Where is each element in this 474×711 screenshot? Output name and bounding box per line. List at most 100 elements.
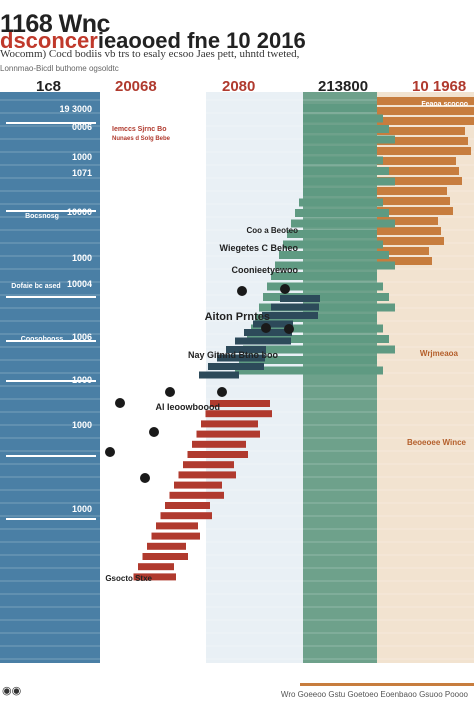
annotation-right-note3: Beoeoee Wince: [407, 438, 467, 447]
axis-tick-label: 1000: [72, 420, 92, 430]
bar-green: [259, 303, 395, 312]
data-dot: [261, 323, 271, 333]
bar-white-rule: [6, 122, 96, 124]
bar-orange: [377, 217, 438, 225]
data-dot: [280, 284, 290, 294]
annotation-c4: Aiton Prntes: [205, 311, 270, 323]
bar-orange: [377, 107, 474, 115]
axis-tick-label: 1000: [72, 152, 92, 162]
bar-orange: [377, 97, 474, 105]
bar-green: [303, 146, 377, 154]
bar-red: [183, 461, 234, 469]
subtitle-rest: ieaooed fne 10 2016: [97, 28, 306, 53]
bar-orange: [377, 247, 429, 255]
bar-green: [271, 272, 377, 280]
bar-white-rule: [6, 340, 96, 342]
bar-orange: [377, 197, 450, 205]
data-dot: [149, 427, 159, 437]
axis-tick-label: 1000: [72, 253, 92, 263]
annotation-c7: Gsocto Stxe: [105, 574, 152, 583]
axis-tick-label: 10004: [67, 279, 92, 289]
bar-green: [251, 324, 383, 333]
bar-red: [147, 542, 186, 550]
bar-orange: [377, 117, 474, 125]
gridlines: [0, 99, 474, 660]
bar-red: [151, 532, 200, 540]
annotation-left-note3: Coosobooss: [21, 336, 63, 343]
bar-red: [201, 420, 258, 428]
axis-tick-label: 19 3000: [59, 104, 92, 114]
axis-tick-label: 1000: [72, 504, 92, 514]
bar-green: [235, 366, 383, 375]
bar-red: [133, 573, 176, 581]
bar-orange: [377, 147, 471, 155]
bar-orange: [377, 137, 468, 145]
data-dot: [165, 387, 175, 397]
annotation-c3: Coonieetyewoo: [231, 265, 298, 275]
bar-green: [247, 335, 389, 343]
annotation-c1: Coo a Beoteo: [246, 226, 298, 235]
axis-tick-label: 10000: [67, 207, 92, 217]
bar-orange: [377, 167, 459, 175]
annotation-c2: Wiegetes C Beheo: [220, 243, 299, 253]
bar-green: [303, 114, 383, 123]
bar-green: [303, 104, 377, 112]
bar-red: [142, 553, 188, 560]
bar-white-rule: [6, 455, 96, 457]
bar-white-rule: [6, 296, 96, 298]
column-header-2: 20068: [115, 78, 157, 95]
annotation-left-note2: Dofaie bc ased: [11, 283, 60, 290]
bar-orange: [377, 187, 447, 195]
bar-red: [156, 522, 198, 530]
bar-navy: [271, 303, 319, 311]
bar-navy: [208, 363, 264, 370]
chart-tagline-secondary: Lonnmao-Bicdl buthome ogsoldtc: [0, 64, 119, 73]
column-header-5: 10 1968: [412, 78, 467, 95]
bar-orange: [377, 227, 441, 235]
annotation-group: Iemccs Sjrnc Bo Nunaes d Solg Bebe Coo a B…: [11, 101, 474, 686]
bar-navy: [262, 312, 318, 319]
axis-tick-label: 1000: [72, 375, 92, 385]
bar-navy: [217, 354, 265, 362]
subtitle-accent: dsconcer: [0, 28, 98, 53]
bar-orange: [377, 257, 432, 265]
dot-group: [105, 284, 294, 483]
bar-navy: [253, 320, 293, 328]
chart-title: 1168 Wnc: [0, 10, 110, 38]
bar-orange: [377, 177, 462, 185]
bar-navy: [280, 295, 320, 302]
axis-tick-label: 1071: [72, 168, 92, 178]
bar-green: [299, 198, 383, 207]
data-dot: [217, 387, 227, 397]
bar-green: [303, 167, 389, 175]
bar-green: [303, 135, 395, 144]
bar-green: [303, 156, 383, 165]
column-header-3: 2080: [222, 78, 256, 95]
bar-red: [169, 491, 224, 499]
bar-red: [192, 440, 246, 448]
bar-green: [283, 240, 383, 249]
bar-red: [210, 400, 270, 407]
data-dot: [115, 398, 125, 408]
annotation-upper-left-note2: Nunaes d Solg Bebe: [112, 136, 171, 142]
bar-orange: [377, 207, 453, 215]
bar-red: [178, 471, 236, 479]
data-dot: [284, 324, 294, 334]
data-dot: [105, 447, 115, 457]
bar-red: [165, 502, 210, 509]
axis-tick-label: 0006: [72, 122, 92, 132]
column-header-1: 1c8: [36, 78, 62, 95]
bar-green: [243, 345, 395, 354]
bar-green: [239, 356, 377, 364]
annotation-c5: Nay Gitnnd Btno boo: [188, 350, 278, 360]
bar-red: [196, 430, 260, 438]
annotation-right-note2: Wrjmeaoa: [420, 349, 459, 358]
annotation-left-note1: Bocsnosg: [25, 213, 59, 220]
footer-left: ◉◉: [2, 685, 22, 697]
bar-orange: [377, 237, 444, 245]
bar-green: [263, 293, 389, 301]
chart-subtitle: dsconcerieaooed fne 10 2016: [0, 28, 306, 54]
column-bands: [0, 92, 474, 663]
bar-green: [287, 230, 377, 238]
